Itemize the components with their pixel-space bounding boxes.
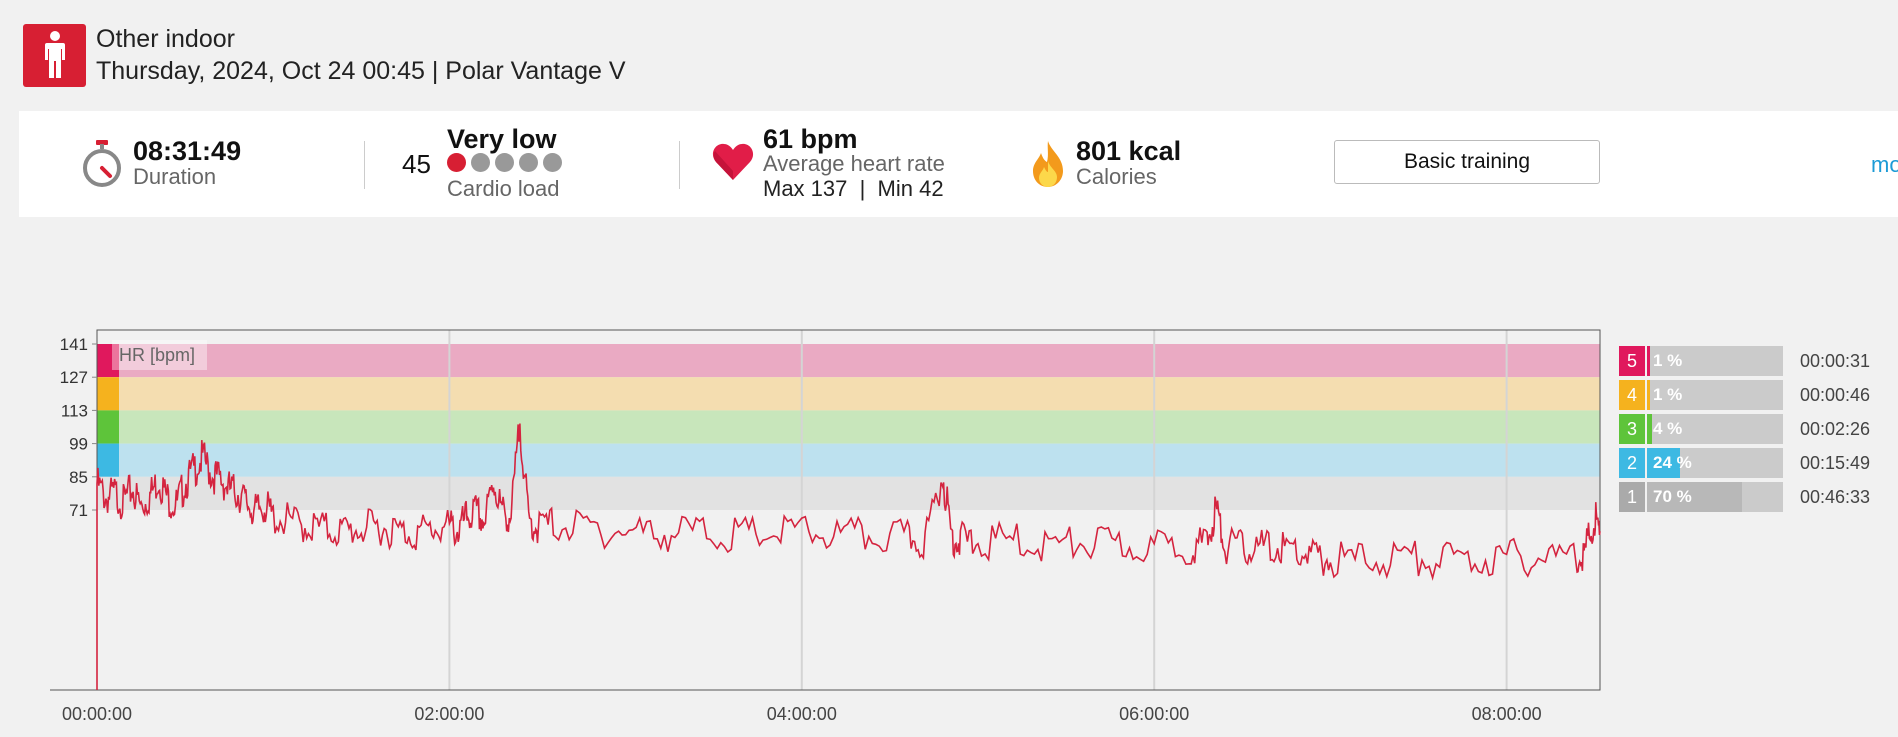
heart-rate-stat: 61 bpm Average heart rate Max 137 | Min … bbox=[712, 111, 972, 217]
avg-hr-label: Average heart rate bbox=[763, 151, 945, 176]
x-tick-label: 02:00:00 bbox=[414, 704, 484, 724]
training-benefit-button[interactable]: Basic training bbox=[1334, 140, 1600, 184]
zone-fill bbox=[1647, 380, 1650, 410]
zone-time: 00:00:46 bbox=[1800, 385, 1871, 405]
cardio-dot-icon bbox=[495, 153, 514, 172]
zone-bar: 4 % bbox=[1647, 414, 1783, 444]
zone-row-2: 2 24 % bbox=[1619, 448, 1783, 478]
y-tick-label: 113 bbox=[61, 401, 88, 420]
zone-band-4 bbox=[97, 377, 1600, 411]
y-tick-label: 85 bbox=[69, 468, 88, 487]
zone-number: 3 bbox=[1619, 414, 1645, 444]
hr-line bbox=[96, 423, 1601, 690]
stopwatch-icon bbox=[83, 140, 121, 187]
summary-panel: 08:31:49 Duration 45 Very low Cardio loa… bbox=[19, 111, 1898, 217]
cardio-dot-icon bbox=[471, 153, 490, 172]
zone-percent: 70 % bbox=[1653, 487, 1692, 506]
cardio-load-dots bbox=[447, 153, 567, 177]
person-standing-icon bbox=[23, 23, 86, 87]
zone-percent: 24 % bbox=[1653, 453, 1692, 472]
zone-number: 5 bbox=[1619, 346, 1645, 376]
flame-icon bbox=[1033, 141, 1063, 187]
hr-max-min: Max 137 | Min 42 bbox=[763, 176, 944, 201]
more-link[interactable]: mo bbox=[1871, 152, 1898, 177]
cardio-load-label: Cardio load bbox=[447, 176, 560, 201]
zone-strip-2 bbox=[97, 443, 119, 477]
cardio-load-stat[interactable]: 45 Very low Cardio load bbox=[402, 111, 602, 217]
x-tick-label: 00:00:00 bbox=[62, 704, 132, 724]
duration-stat: 08:31:49 Duration bbox=[81, 111, 281, 217]
zone-fill bbox=[1647, 448, 1680, 478]
cardio-dot-icon bbox=[447, 153, 466, 172]
cardio-load-status: Very low bbox=[447, 124, 557, 154]
calories-value: 801 kcal bbox=[1076, 136, 1182, 166]
zone-strip-3 bbox=[97, 410, 119, 444]
heart-icon bbox=[712, 143, 754, 180]
zone-time: 00:46:33 bbox=[1800, 487, 1871, 507]
zone-percent: 4 % bbox=[1653, 419, 1683, 438]
y-tick-label: 141 bbox=[60, 335, 88, 354]
calories-label: Calories bbox=[1076, 164, 1157, 189]
x-tick-label: 04:00:00 bbox=[767, 704, 837, 724]
zone-strip-4 bbox=[97, 377, 119, 411]
zone-fill bbox=[1647, 482, 1743, 512]
zone-fill bbox=[1647, 414, 1653, 444]
zone-time: 00:02:26 bbox=[1800, 419, 1871, 439]
zone-row-3: 3 4 % bbox=[1619, 414, 1783, 444]
sport-name: Other indoor bbox=[96, 25, 235, 53]
zone-number: 2 bbox=[1619, 448, 1645, 478]
zone-number: 1 bbox=[1619, 482, 1645, 512]
divider bbox=[364, 141, 365, 189]
zone-row-4: 4 1 % bbox=[1619, 380, 1783, 410]
zone-band-2 bbox=[97, 443, 1600, 477]
duration-value: 08:31:49 bbox=[133, 136, 242, 166]
legend-label: HR [bpm] bbox=[119, 345, 195, 365]
y-tick-label: 71 bbox=[69, 501, 88, 520]
zone-strip-5 bbox=[97, 344, 119, 378]
zone-bar: 1 % bbox=[1647, 380, 1783, 410]
legend-box bbox=[112, 340, 207, 370]
zone-bar: 24 % bbox=[1647, 448, 1783, 478]
zone-row-5: 5 1 % bbox=[1619, 346, 1783, 376]
zone-time: 00:00:31 bbox=[1800, 351, 1871, 371]
zone-time: 00:15:49 bbox=[1800, 453, 1871, 473]
calories-stat: 801 kcal Calories bbox=[1031, 111, 1231, 217]
zone-bar: 70 % bbox=[1647, 482, 1783, 512]
zone-number: 4 bbox=[1619, 380, 1645, 410]
zone-bar: 1 % bbox=[1647, 346, 1783, 376]
session-header: Other indoor Thursday, 2024, Oct 24 00:4… bbox=[23, 23, 626, 87]
x-tick-label: 08:00:00 bbox=[1472, 704, 1542, 724]
cardio-load-value: 45 bbox=[402, 149, 431, 179]
y-tick-label: 127 bbox=[60, 368, 88, 387]
duration-label: Duration bbox=[133, 164, 217, 189]
zone-band-1 bbox=[97, 476, 1600, 510]
divider bbox=[679, 141, 680, 189]
zone-percent: 1 % bbox=[1653, 351, 1683, 370]
zone-band-5 bbox=[97, 344, 1600, 378]
avg-hr-value: 61 bpm bbox=[763, 124, 858, 154]
zone-percent: 1 % bbox=[1653, 385, 1683, 404]
cardio-dot-icon bbox=[519, 153, 538, 172]
session-date-device: Thursday, 2024, Oct 24 00:45 | Polar Van… bbox=[96, 57, 626, 85]
cardio-dot-icon bbox=[543, 153, 562, 172]
y-tick-label: 99 bbox=[69, 435, 88, 454]
zone-band-3 bbox=[97, 410, 1600, 444]
zone-fill bbox=[1647, 346, 1650, 376]
zone-row-1: 1 70 % bbox=[1619, 482, 1783, 512]
x-tick-label: 06:00:00 bbox=[1119, 704, 1189, 724]
